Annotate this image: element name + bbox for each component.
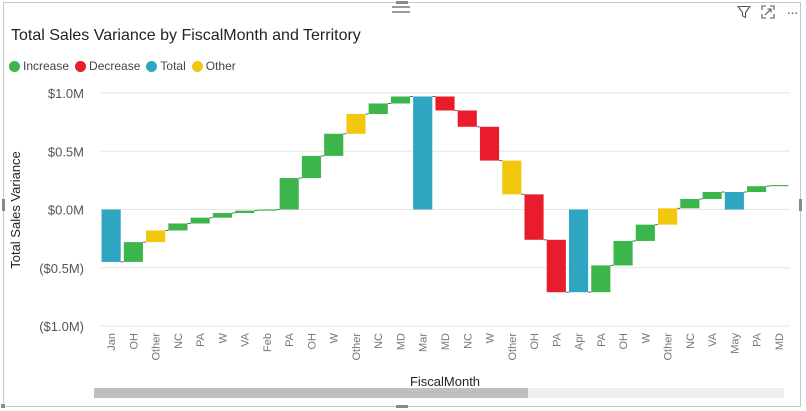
legend-swatch-decrease xyxy=(75,60,87,72)
resize-handle-top[interactable] xyxy=(396,1,408,4)
legend-swatch-increase xyxy=(9,60,20,72)
legend-swatch-total xyxy=(146,60,158,72)
scrollbar-thumb[interactable] xyxy=(94,388,528,398)
legend-item-decrease[interactable]: Decrease xyxy=(75,59,140,73)
legend-label-other: Other xyxy=(205,59,236,73)
visual-header-toolbar: ··· xyxy=(736,4,800,20)
resize-handle-left[interactable] xyxy=(2,199,5,211)
resize-handle-right[interactable] xyxy=(799,199,802,211)
legend-item-total[interactable]: Total xyxy=(146,59,186,73)
legend-label-total: Total xyxy=(160,59,186,73)
legend-item-increase[interactable]: Increase xyxy=(9,59,69,73)
filter-icon[interactable] xyxy=(736,4,752,20)
drag-grip-icon[interactable] xyxy=(392,6,410,13)
waterfall-visual[interactable] xyxy=(3,2,801,407)
focus-mode-icon[interactable] xyxy=(760,4,776,20)
resize-handle-corner[interactable] xyxy=(1,404,5,408)
legend: Increase Decrease Total Other xyxy=(9,59,242,73)
legend-label-increase: Increase xyxy=(23,59,70,73)
resize-handle-bottom[interactable] xyxy=(396,405,408,408)
more-options-icon[interactable]: ··· xyxy=(786,4,799,20)
chart-title: Total Sales Variance by FiscalMonth and … xyxy=(11,27,361,44)
legend-item-other[interactable]: Other xyxy=(191,59,236,73)
legend-swatch-other xyxy=(191,60,203,72)
legend-label-decrease: Decrease xyxy=(89,59,141,73)
